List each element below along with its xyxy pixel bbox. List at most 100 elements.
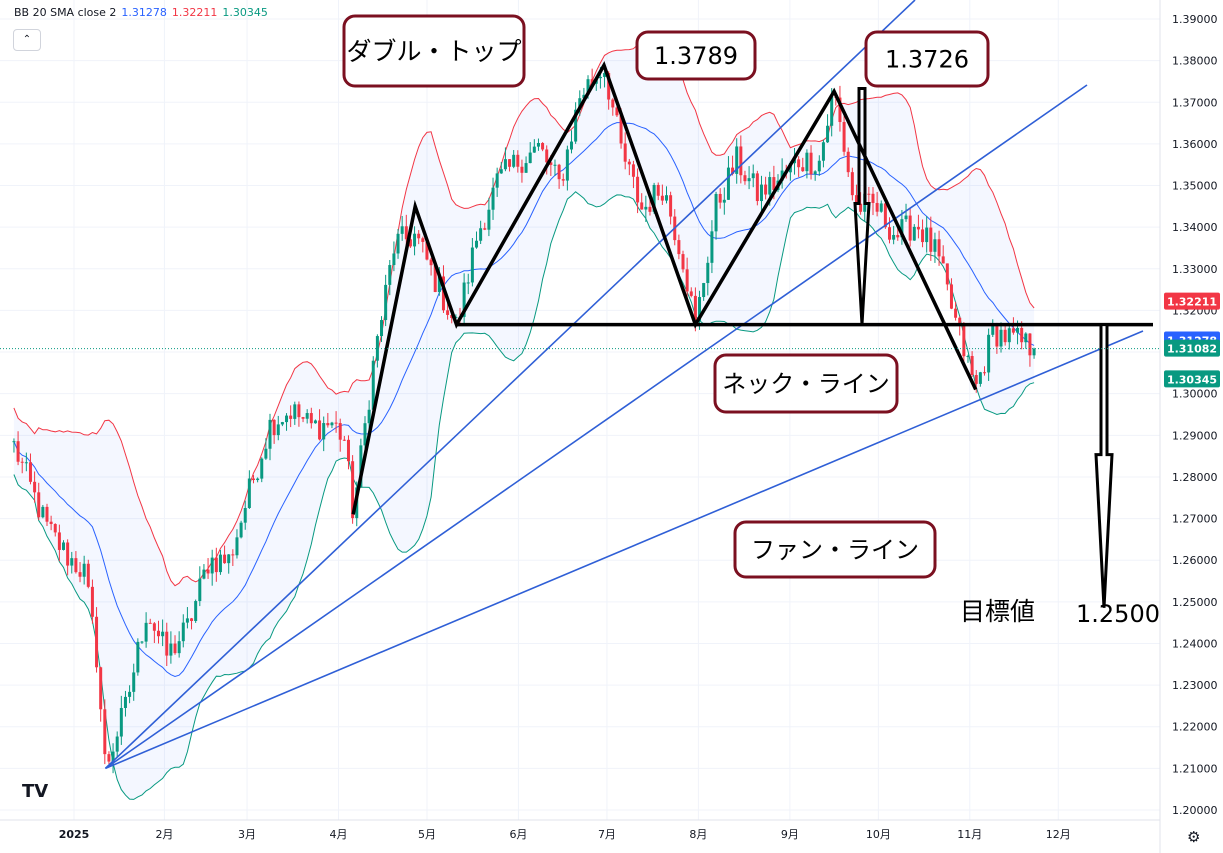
candle-body — [330, 422, 334, 426]
fan-lines — [104, 0, 1144, 770]
candle-body — [949, 284, 953, 309]
candle-body — [276, 424, 280, 436]
fan-line — [104, 84, 1088, 770]
candle-body — [66, 542, 70, 566]
x-tick-label: 8月 — [689, 828, 707, 841]
candle-body — [859, 203, 863, 212]
candle-body — [937, 239, 941, 257]
candle-body — [974, 374, 978, 384]
candle-body — [693, 295, 697, 321]
candle-body — [194, 601, 198, 622]
y-tick-label: 1.38000 — [1172, 55, 1218, 68]
candle-body — [726, 167, 730, 200]
candle-body — [524, 163, 528, 173]
candle-body — [722, 199, 726, 203]
candle-body — [483, 228, 487, 230]
candle-body — [615, 107, 619, 116]
candle-body — [33, 481, 37, 493]
candle-body — [574, 109, 578, 142]
y-tick-label: 1.34000 — [1172, 221, 1218, 234]
peak1-label-box — [635, 30, 757, 81]
x-tick-label: 2025 — [59, 828, 90, 841]
candle-body — [470, 247, 474, 283]
candle-body — [338, 423, 342, 440]
candle-body — [739, 146, 743, 176]
candle-body — [764, 184, 768, 195]
candle-body — [669, 195, 673, 217]
y-tick-label: 1.39000 — [1172, 13, 1218, 26]
x-tick-label: 4月 — [330, 828, 348, 841]
neckline-label-box — [713, 353, 899, 414]
indicator-legend: BB 20 SMA close 2 1.31278 1.32211 1.30345 — [14, 6, 268, 19]
candle-body — [425, 241, 429, 260]
candle-body — [598, 76, 602, 79]
gear-icon[interactable]: ⚙ — [1187, 828, 1201, 846]
candle-body — [173, 643, 177, 654]
candle-body — [400, 226, 404, 234]
candle-body — [945, 263, 949, 285]
candle-body — [210, 557, 214, 574]
candle-body — [912, 226, 916, 241]
candle-body — [128, 691, 132, 697]
candle-body — [264, 448, 268, 459]
candle-body — [929, 227, 933, 252]
candle-body — [342, 439, 346, 441]
candle-body — [289, 415, 293, 419]
candle-body — [611, 99, 615, 108]
candle-body — [978, 372, 982, 384]
candle-body — [636, 176, 640, 203]
pattern-title-label-box — [342, 14, 526, 88]
candle-body — [28, 462, 32, 482]
candle-body — [359, 445, 363, 488]
peak1-label: 1.3789 — [654, 42, 738, 70]
candle-body — [536, 143, 540, 147]
y-tick-label: 1.35000 — [1172, 180, 1218, 193]
candle-body — [710, 231, 714, 263]
candle-body — [185, 618, 189, 623]
x-tick-label: 11月 — [957, 828, 982, 841]
candle-body — [677, 240, 681, 255]
candle-body — [582, 94, 586, 99]
candle-body — [850, 172, 854, 196]
price-tag-label: 1.30345 — [1167, 373, 1217, 386]
target-arrow — [1094, 323, 1114, 608]
candle-body — [293, 404, 297, 419]
candle-body — [206, 569, 210, 574]
candle-body — [53, 524, 57, 533]
candle-body — [70, 558, 74, 566]
candle-body — [958, 317, 962, 326]
collapse-legend-button[interactable]: ⌃ — [13, 29, 41, 51]
candle-body — [553, 164, 557, 166]
candle-body — [508, 159, 512, 167]
candle-body — [12, 441, 16, 443]
candle-body — [1007, 328, 1011, 343]
candle-body — [413, 233, 417, 247]
bb-fill — [13, 34, 1035, 800]
pattern-title-label: ダブル・トップ — [346, 37, 521, 66]
fan-line-label: ファン・ライン — [751, 536, 919, 564]
zigzag-line — [351, 60, 978, 515]
candle-body — [305, 413, 309, 419]
candle-body — [285, 415, 289, 423]
candle-body — [714, 193, 718, 232]
fan-line-label-box — [733, 520, 937, 579]
double-top-zigzag — [351, 60, 1153, 608]
x-tick-label: 5月 — [418, 828, 436, 841]
candle-body — [867, 193, 871, 195]
candle-body — [181, 622, 185, 642]
candle-body — [268, 419, 272, 449]
y-tick-label: 1.23000 — [1172, 679, 1218, 692]
y-tick-label: 1.37000 — [1172, 96, 1218, 109]
price-tag — [1164, 370, 1220, 388]
candle-body — [148, 622, 152, 624]
candle-body — [648, 206, 652, 212]
candle-body — [367, 409, 371, 424]
candle-body — [256, 478, 260, 481]
candle-body — [801, 167, 805, 172]
candle-body — [706, 262, 710, 284]
candle-body — [115, 736, 119, 752]
measure-arrow — [853, 86, 871, 325]
candle-body — [549, 162, 553, 165]
candle-body — [169, 643, 173, 656]
